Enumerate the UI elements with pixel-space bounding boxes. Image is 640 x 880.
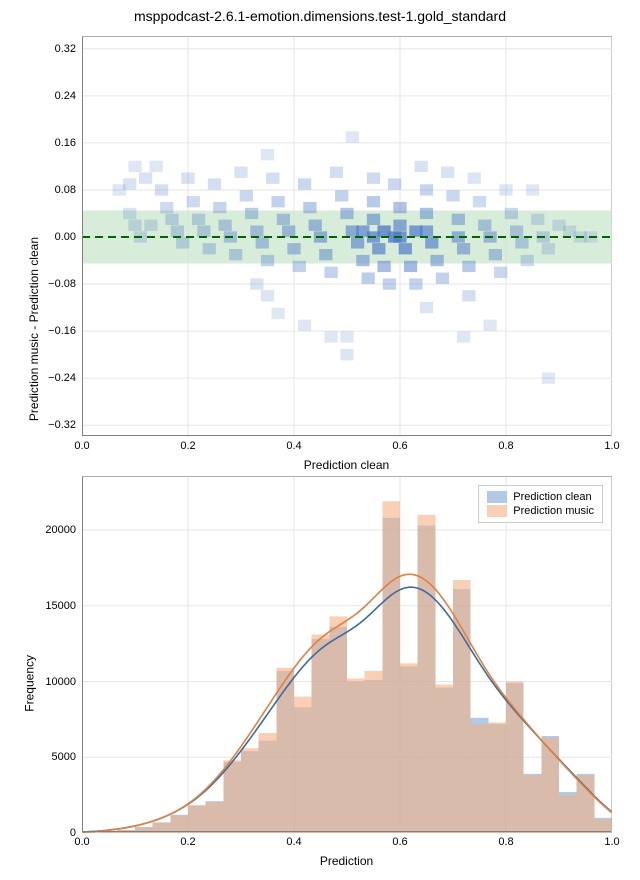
xtick-label: 0.4 — [286, 440, 301, 452]
ytick-label: −0.16 — [48, 325, 76, 337]
xtick-label: 0.8 — [498, 440, 513, 452]
ytick-label: 0.16 — [55, 137, 76, 149]
legend-swatch — [487, 491, 507, 503]
ytick-label: 15000 — [45, 600, 76, 612]
top-panel: 0.00.20.40.60.81.0 −0.32−0.24−0.16−0.080… — [82, 36, 612, 436]
xtick-label: 0.2 — [180, 440, 195, 452]
top-plot-svg — [82, 37, 612, 437]
ytick-label: 10000 — [45, 676, 76, 688]
legend-label: Prediction clean — [513, 491, 591, 503]
bottom-plot-svg — [82, 477, 612, 833]
ytick-label: 0.32 — [55, 43, 76, 55]
legend-item: Prediction clean — [487, 490, 594, 504]
xtick-label: 0.6 — [392, 440, 407, 452]
ytick-label: 0.00 — [55, 231, 76, 243]
legend-label: Prediction music — [513, 505, 594, 517]
xtick-label: 0.0 — [74, 440, 89, 452]
ytick-label: −0.24 — [48, 372, 76, 384]
xtick-label: 0.0 — [74, 836, 89, 848]
ytick-label: 0 — [70, 827, 76, 839]
y-axis-line — [82, 37, 83, 436]
ytick-label: 5000 — [52, 751, 76, 763]
bottom-xlabel: Prediction — [320, 854, 373, 868]
legend: Prediction clean Prediction music — [478, 485, 603, 523]
x-axis-line — [82, 435, 611, 436]
x-axis-line — [82, 831, 611, 832]
ytick-label: 20000 — [45, 524, 76, 536]
legend-swatch — [487, 505, 507, 517]
xtick-label: 0.6 — [392, 836, 407, 848]
legend-item: Prediction music — [487, 504, 594, 518]
bottom-panel: 0.00.20.40.60.81.0 05000100001500020000 … — [82, 476, 612, 832]
xtick-label: 1.0 — [604, 836, 619, 848]
ytick-label: −0.08 — [48, 278, 76, 290]
xtick-label: 0.8 — [498, 836, 513, 848]
ytick-label: 0.08 — [55, 184, 76, 196]
y-axis-line — [82, 477, 83, 832]
ytick-label: 0.24 — [55, 90, 76, 102]
top-xlabel: Prediction clean — [304, 458, 389, 472]
ytick-label: −0.32 — [48, 419, 76, 431]
figure: msppodcast-2.6.1-emotion.dimensions.test… — [0, 0, 640, 880]
xtick-label: 1.0 — [604, 440, 619, 452]
bottom-ylabel: Frequency — [23, 655, 37, 712]
xtick-label: 0.2 — [180, 836, 195, 848]
top-ylabel: Prediction music - Prediction clean — [27, 237, 41, 421]
xtick-label: 0.4 — [286, 836, 301, 848]
figure-title: msppodcast-2.6.1-emotion.dimensions.test… — [0, 8, 640, 24]
